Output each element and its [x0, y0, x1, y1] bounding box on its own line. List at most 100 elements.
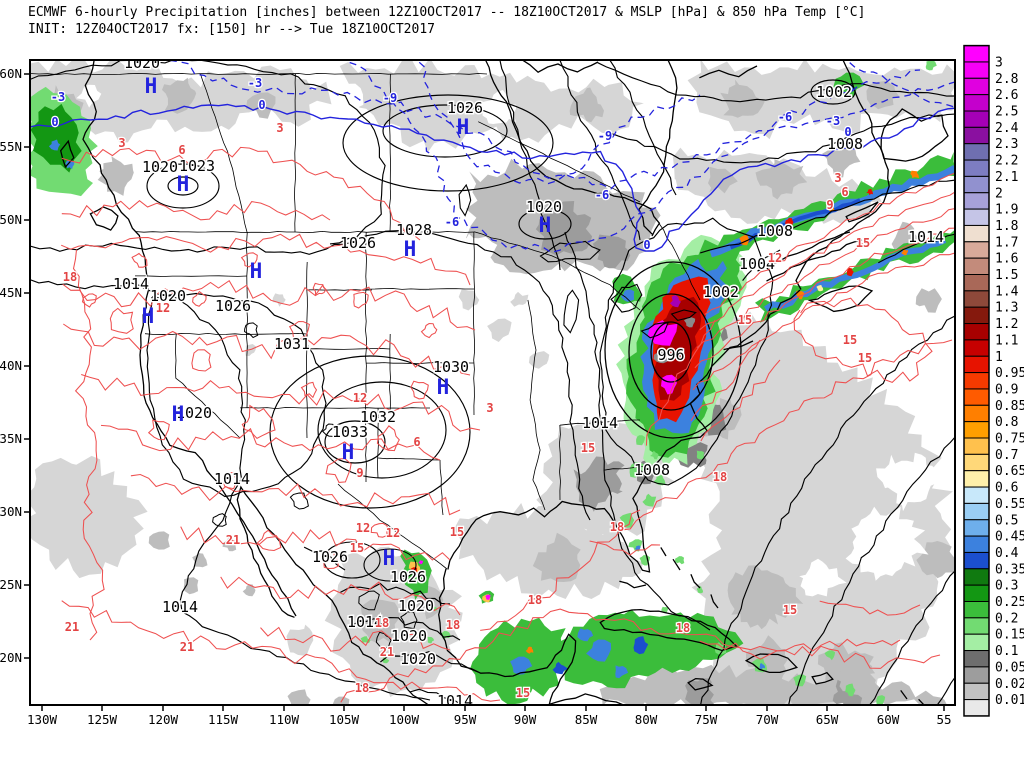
colorbar-cell — [963, 257, 990, 275]
state-border — [305, 261, 308, 439]
coastline — [660, 547, 667, 557]
precip-blue — [615, 665, 629, 679]
coastline — [723, 340, 754, 351]
gray-shading — [592, 234, 631, 269]
lat-tick-label: 25N — [0, 577, 22, 592]
temp-contour-warm — [241, 404, 276, 440]
temp-label-warm: 18 — [375, 616, 389, 630]
pressure-label: 1014 — [582, 414, 618, 432]
state-border — [559, 419, 640, 426]
colorbar-cell — [963, 650, 990, 668]
temp-contour-warm — [180, 526, 451, 561]
temp-label-warm: 3 — [834, 171, 841, 185]
precip-blue — [552, 661, 569, 675]
temp-label-warm: 9 — [826, 198, 833, 212]
lat-tick-label: 45N — [0, 285, 22, 300]
state-border — [135, 275, 248, 277]
lon-tick-label: 130W — [27, 712, 58, 727]
state-border — [30, 73, 488, 76]
colorbar-label: 3 — [995, 55, 1003, 70]
colorbar-label: 0.01 — [995, 693, 1024, 708]
lake — [610, 283, 643, 313]
pressure-label: 1031 — [274, 335, 310, 353]
colorbar-label: 0.7 — [995, 448, 1018, 463]
gray-shading — [532, 532, 581, 582]
temp-contour-cold-layer — [30, 60, 955, 254]
temp-contour-warm — [819, 600, 921, 616]
precip-warm-core — [846, 267, 854, 277]
mslp-contour — [604, 261, 742, 439]
pressure-label: 1020 — [400, 650, 436, 668]
colorbar-label: 0.55 — [995, 497, 1024, 512]
lon-tick-label: 65W — [816, 712, 839, 727]
temp-contour-warm — [312, 282, 327, 297]
colorbar-cell — [963, 437, 990, 455]
temp-label-warm: 6 — [841, 185, 848, 199]
gray-shading-gap — [845, 506, 929, 581]
coastline — [766, 239, 863, 282]
colorbar-cell — [963, 290, 990, 308]
precip-warm-core — [816, 285, 824, 292]
temp-contour-cold — [349, 61, 921, 254]
temp-label-warm: 18 — [610, 520, 624, 534]
temp-contour-warm — [700, 359, 781, 442]
pressure-label: 1014 — [113, 275, 149, 293]
lon-tick-label: 105W — [329, 712, 360, 727]
precip-gray-pocket — [684, 317, 696, 328]
coastline-island — [807, 285, 874, 313]
gray-shading — [528, 351, 550, 369]
pressure-label: 1020 — [176, 404, 212, 422]
precip-green — [642, 493, 657, 507]
precip-green — [696, 450, 705, 460]
temp-contour-warm — [370, 522, 388, 538]
high-pressure-symbol: H — [383, 546, 396, 570]
lon-tick-label: 95W — [454, 712, 477, 727]
temp-contour-warm — [81, 293, 97, 308]
pressure-label: 1020 — [526, 198, 562, 216]
precip-green — [696, 585, 704, 594]
colorbar-cell — [963, 633, 990, 652]
temp-label-warm: 21 — [65, 620, 79, 634]
mslp-contour — [375, 631, 392, 649]
temp-label-warm: 15 — [783, 603, 797, 617]
gray-shading — [458, 289, 480, 311]
mslp-contour — [599, 217, 774, 486]
colorbar-cell — [963, 372, 990, 390]
temp-contour-warm — [645, 319, 716, 446]
temp-contour-warm — [131, 252, 148, 268]
colorbar-cell — [963, 568, 990, 586]
colorbar-cell — [963, 666, 990, 684]
pressure-label: 1008 — [827, 135, 863, 153]
pressure-label: 1014 — [214, 470, 250, 488]
lon-tick-label: 90W — [514, 712, 537, 727]
pressure-label: 1023 — [179, 157, 215, 175]
mslp-contour — [878, 233, 955, 264]
pressure-label: 1033 — [332, 423, 368, 441]
lon-tick-label: 110W — [269, 712, 300, 727]
colorbar-legend: 32.82.62.52.42.32.22.121.91.81.71.61.51.… — [963, 44, 1024, 717]
mslp-contour — [742, 249, 781, 281]
high-pressure-symbol: H — [457, 115, 470, 139]
gray-shading — [755, 159, 808, 200]
colorbar-cell — [963, 421, 990, 439]
mslp-contour — [167, 176, 199, 196]
mslp-contour — [400, 611, 418, 630]
colorbar-label: 1.9 — [995, 203, 1018, 218]
temp-contour-warm — [692, 252, 955, 391]
lat-tick-label: 60N — [0, 66, 22, 81]
temp-label-warm: 12 — [356, 521, 370, 535]
temp-label-cold: -9 — [383, 91, 397, 105]
temp-label-warm: 21 — [180, 640, 194, 654]
gray-shading — [510, 291, 529, 307]
temp-contour-warm — [704, 172, 955, 316]
precip-green — [925, 60, 937, 71]
pressure-label: 1026 — [340, 234, 376, 252]
temp-contour-warm — [61, 200, 331, 221]
mslp-contour — [212, 513, 227, 527]
temp-contour-warm — [260, 626, 451, 652]
colorbar-label: 2.8 — [995, 72, 1018, 87]
mslp-contour — [244, 322, 259, 339]
lake — [563, 289, 580, 334]
lat-tick-label: 30N — [0, 504, 22, 519]
temp-contour-warm — [130, 473, 461, 516]
